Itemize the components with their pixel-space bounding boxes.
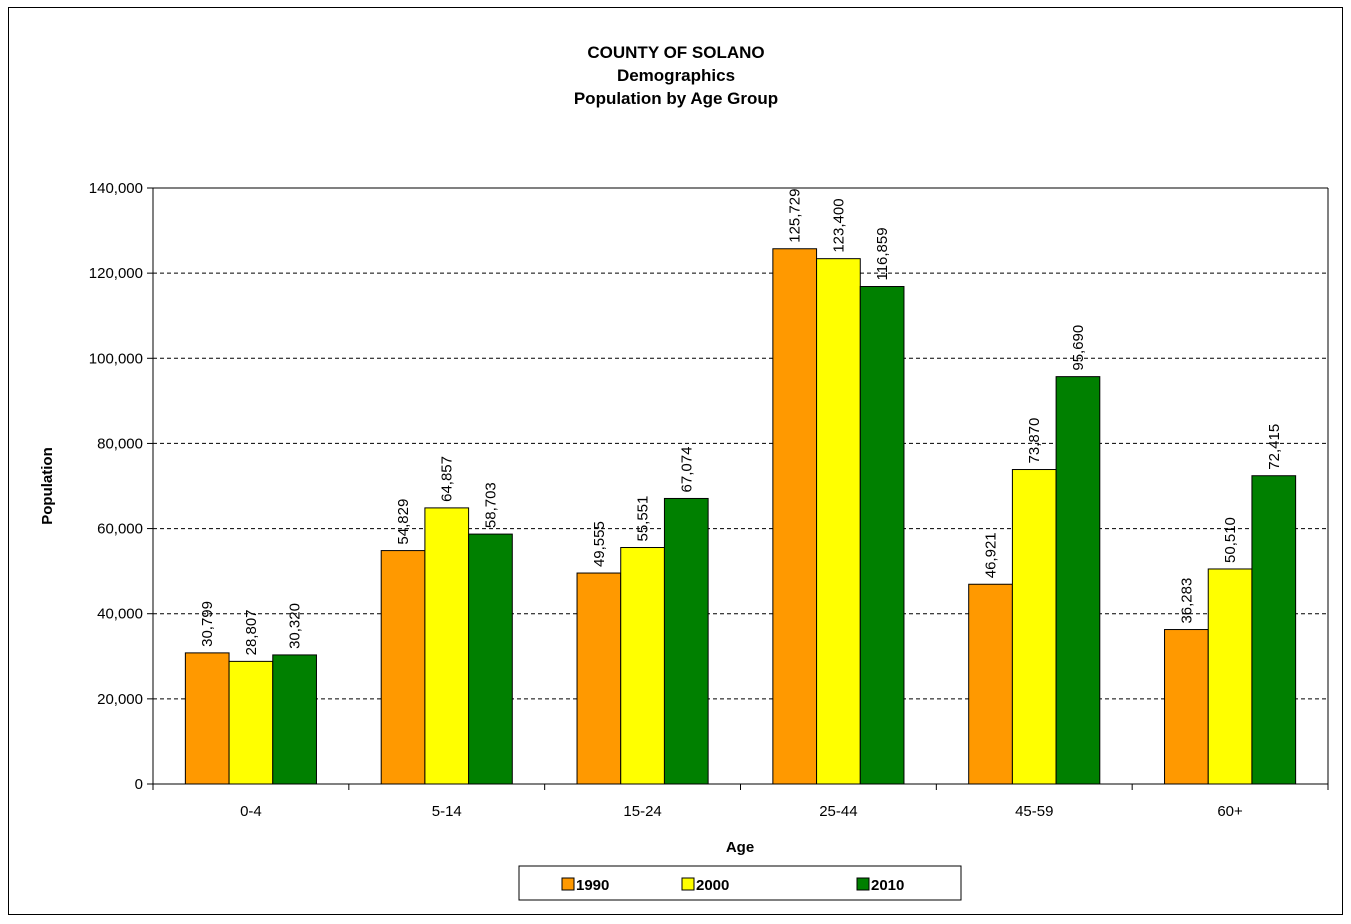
y-axis-title: Population (39, 447, 56, 525)
bar-2010-15-24 (663, 497, 709, 785)
data-label: 123,400 (830, 198, 847, 252)
y-tick-labels: 0 20,000 40,000 60,000 80,000 100,000 120,000 1… (89, 180, 143, 793)
legend-label: 2000 (696, 877, 729, 894)
data-label: 64,857 (439, 456, 456, 502)
x-tick-labels: 0-4 5-14 15-24 25-44 45-59 60+ (240, 803, 1243, 820)
y-tick-label: 140,000 (89, 180, 143, 197)
x-tick-label: 0-4 (240, 803, 262, 820)
bar-2000-5-14 (424, 507, 470, 785)
bars (184, 248, 1297, 785)
data-label: 116,859 (874, 227, 891, 280)
x-tick-label: 15-24 (623, 803, 661, 820)
bar-2000-45-59 (1011, 469, 1057, 785)
bar-2010-0-4 (272, 654, 317, 785)
bar-2010-60+ (1251, 475, 1297, 785)
bar-2000-0-4 (228, 660, 274, 785)
data-label: 73,870 (1026, 418, 1043, 464)
y-tick-label: 40,000 (97, 606, 143, 623)
data-label: 54,829 (395, 499, 412, 545)
axes (147, 187, 1329, 790)
data-label: 46,921 (983, 532, 1000, 578)
y-tick-label: 0 (135, 776, 143, 793)
data-label: 30,799 (199, 601, 216, 647)
bar-2010-25-44 (859, 286, 905, 785)
legend-swatch-1990 (561, 877, 575, 891)
data-label: 95,690 (1070, 325, 1087, 371)
bar-1990-15-24 (576, 572, 622, 785)
x-tick-label: 60+ (1217, 803, 1243, 820)
x-tick-label: 25-44 (819, 803, 857, 820)
bar-1990-45-59 (968, 583, 1013, 785)
chart-title-line: COUNTY OF SOLANO (587, 43, 764, 62)
data-label: 49,555 (591, 521, 608, 567)
data-label: 55,551 (635, 496, 652, 542)
y-tick-label: 120,000 (89, 265, 143, 282)
data-label: 125,729 (787, 189, 804, 243)
data-labels: 30,799 28,807 30,320 54,829 64,857 58,703 49,5… (199, 189, 1283, 656)
legend: 1990 2000 2010 (518, 865, 962, 901)
y-tick-label: 20,000 (97, 691, 143, 708)
bar-2010-45-59 (1055, 376, 1101, 785)
legend-label: 1990 (576, 877, 609, 894)
bar-1990-60+ (1164, 629, 1209, 785)
bar-1990-5-14 (380, 550, 426, 785)
chart-title-line: Demographics (617, 66, 735, 85)
x-axis-title: Age (726, 839, 754, 856)
bar-2000-25-44 (816, 258, 861, 785)
data-label: 36,283 (1178, 578, 1195, 624)
y-tick-label: 100,000 (89, 350, 143, 367)
chart-title-line: Population by Age Group (574, 89, 778, 108)
data-label: 28,807 (243, 609, 260, 655)
bar-2010-5-14 (468, 533, 513, 785)
bar-2000-15-24 (620, 547, 665, 785)
y-tick-label: 60,000 (97, 521, 143, 538)
bar-1990-0-4 (184, 652, 230, 785)
bar-1990-25-44 (772, 248, 818, 785)
chart-title: COUNTY OF SOLANO Demographics Population b… (574, 43, 778, 108)
legend-label: 2010 (871, 877, 904, 894)
data-label: 30,320 (287, 603, 304, 649)
bar-2000-60+ (1207, 568, 1253, 785)
y-tick-label: 80,000 (97, 435, 143, 452)
data-label: 72,415 (1266, 424, 1283, 470)
data-label: 50,510 (1222, 517, 1239, 563)
x-tick-label: 45-59 (1015, 803, 1053, 820)
data-label: 58,703 (482, 482, 499, 528)
legend-box (518, 865, 962, 901)
gridlines (153, 272, 1328, 700)
x-tick-label: 5-14 (432, 803, 462, 820)
legend-swatch-2000 (681, 877, 695, 891)
legend-swatch-2010 (856, 877, 870, 891)
data-label: 67,074 (678, 447, 695, 493)
